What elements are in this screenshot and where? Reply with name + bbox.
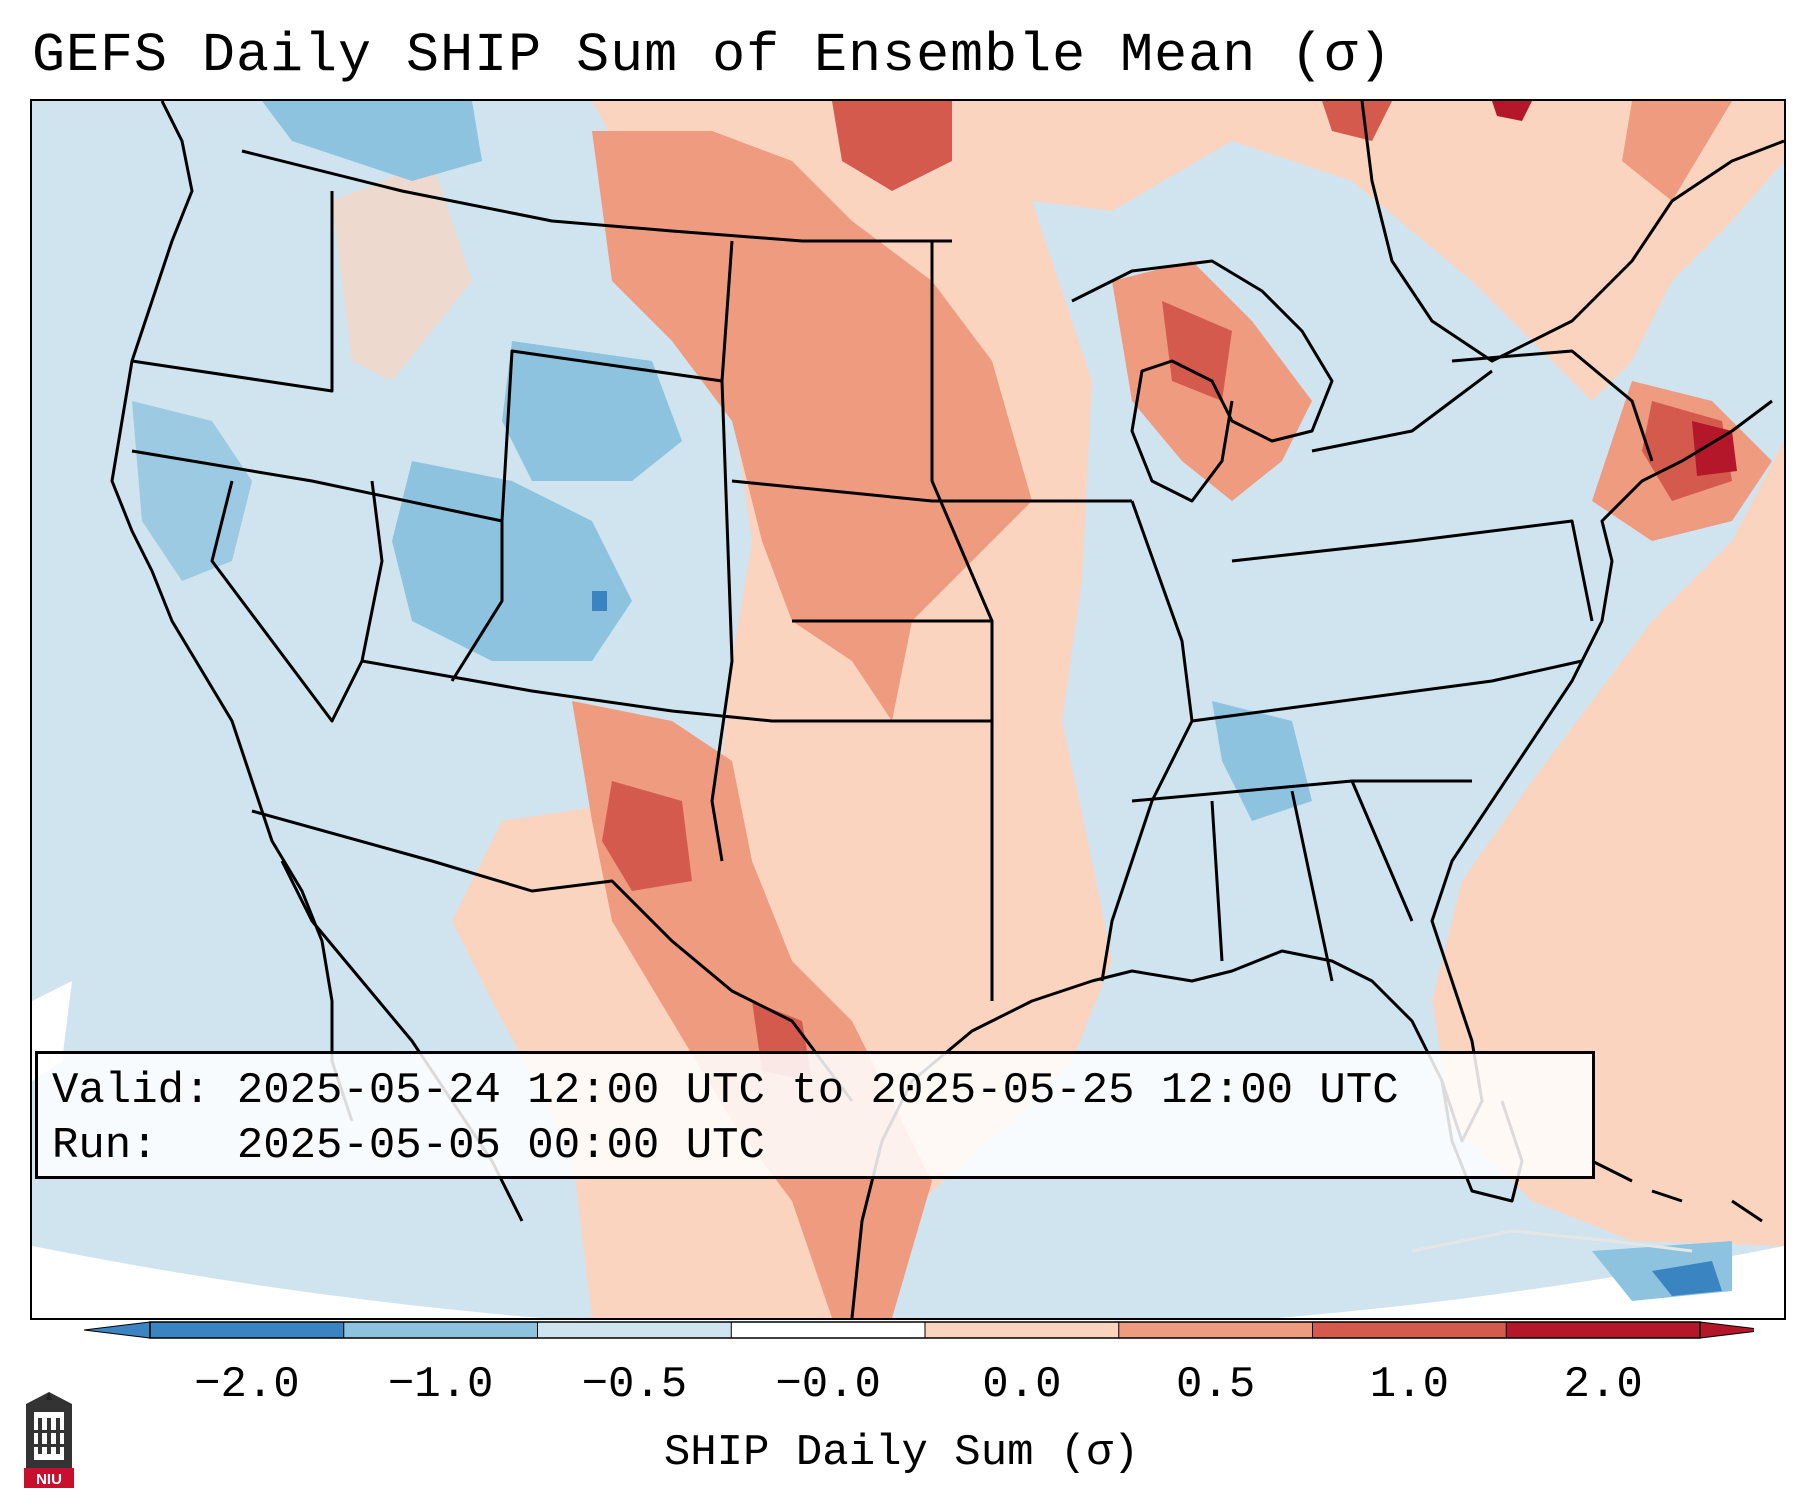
bahamas-islands (1591, 1159, 1763, 1223)
state-line-dakotas (720, 240, 1132, 503)
colorbar-segment (537, 1322, 732, 1338)
colorbar-segment (1118, 1322, 1313, 1338)
state-line-southeast (1210, 780, 1414, 982)
region-weak-positive-atlantic (1432, 441, 1784, 1246)
region-strong-positive-michigan (1162, 301, 1232, 401)
region-negative-pacific-nw (262, 101, 482, 181)
state-line-mississippi-river (1100, 500, 1194, 982)
colorbar-extend-min (83, 1321, 151, 1339)
state-line-ny (1451, 349, 1654, 462)
logo-text: NIU (36, 1471, 62, 1488)
state-line-nevada (210, 480, 384, 723)
colorbar-tick-label: −0.0 (775, 1360, 881, 1410)
state-line-tn-ky (1191, 659, 1583, 723)
colorbar-tick-label: 2.0 (1563, 1360, 1643, 1410)
chart-title: GEFS Daily SHIP Sum of Ensemble Mean (σ) (32, 24, 1393, 87)
cuba-outline (1411, 1229, 1693, 1253)
run-label: Run: (52, 1121, 158, 1171)
west-coastline (110, 101, 354, 1122)
colorbar-tick-label: −1.0 (387, 1360, 494, 1410)
state-line-wyoming-co (500, 349, 734, 862)
state-line-or-wa (131, 191, 334, 393)
colorbar-tick-label: 0.0 (982, 1360, 1062, 1410)
valid-value: 2025-05-24 12:00 UTC to 2025-05-25 12:00… (236, 1066, 1399, 1116)
state-line-ohio-pa (1231, 519, 1594, 622)
colorbar-segment (731, 1322, 926, 1338)
lake-erie-ontario (1311, 369, 1493, 453)
colorbar-tick-label: −2.0 (194, 1360, 300, 1410)
logo-band (24, 1468, 74, 1488)
state-line-four-corners (361, 659, 992, 723)
region-strong-negative-caribbean (1652, 1261, 1722, 1296)
anomaly-field (32, 101, 1784, 1318)
colorbar (83, 1321, 1754, 1339)
region-strong-positive-nm (602, 781, 692, 891)
colorbar-extend-max (1699, 1321, 1754, 1339)
region-positive-plains (592, 131, 1032, 721)
niu-logo-icon: NIU (24, 1392, 74, 1488)
state-line-mn (930, 241, 994, 622)
colorbar-tick-label: 0.5 (1176, 1360, 1256, 1410)
region-weak-positive-northwest (332, 161, 472, 381)
colorbar-segment (925, 1322, 1120, 1338)
region-strong-positive-north (832, 101, 952, 191)
run-value: 2025-05-05 00:00 UTC (236, 1121, 765, 1171)
region-weak-positive-canada (972, 101, 1784, 401)
region-negative-california (132, 401, 252, 581)
region-very-strong-positive-ne (1492, 101, 1532, 121)
valid-run-info-box: Valid: 2025-05-24 12:00 UTC to 2025-05-2… (35, 1051, 1595, 1179)
colorbar-tick-label: 1.0 (1369, 1360, 1449, 1410)
domain-edge (32, 1246, 1784, 1318)
great-lakes-outline (1071, 259, 1334, 503)
colorbar-tick-label: −0.5 (581, 1360, 688, 1410)
canada-border-west (241, 149, 952, 243)
colorbar-label: SHIP Daily Sum (σ) (663, 1428, 1140, 1478)
state-line-kansas-mo (792, 619, 994, 1001)
colorbar-segment (1312, 1322, 1507, 1338)
canada-coastline-east (1360, 101, 1784, 363)
colorbar-segment (150, 1322, 345, 1338)
region-positive-maritimes (1622, 101, 1732, 201)
mexico-border (251, 809, 854, 1102)
region-negative-wyoming (502, 341, 682, 481)
colorbar-segment (343, 1322, 538, 1338)
colorbar-segments (83, 1321, 1754, 1339)
colorbar-segment (1506, 1322, 1701, 1338)
region-strong-negative-colorado (592, 591, 607, 611)
region-strong-positive-canada (1322, 101, 1392, 141)
valid-label: Valid: (52, 1066, 211, 1116)
